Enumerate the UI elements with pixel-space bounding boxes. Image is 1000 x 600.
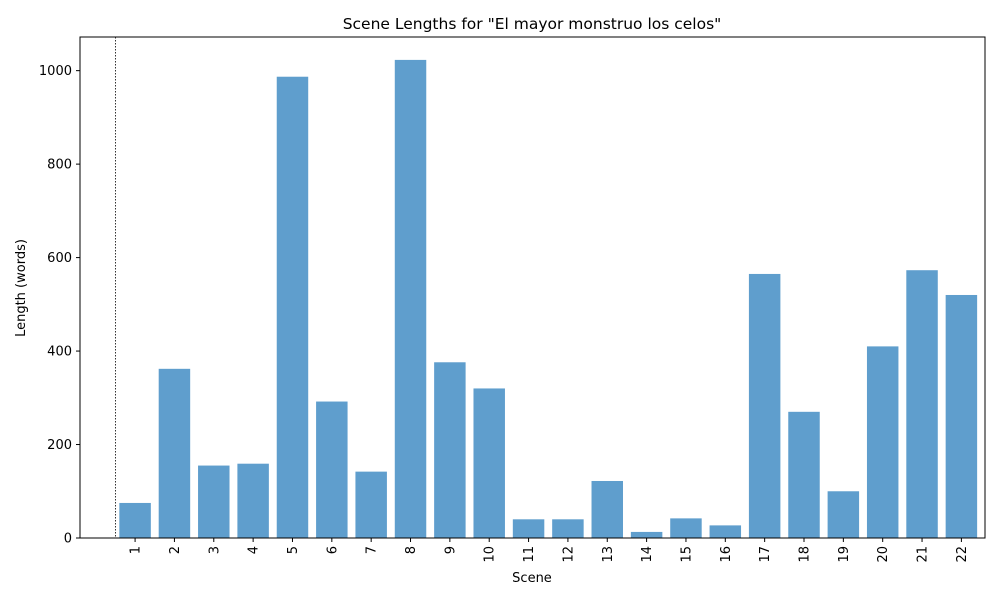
bar-scene-17	[748, 273, 781, 538]
x-tick-label: 19	[837, 546, 852, 563]
x-tick-label: 17	[758, 546, 773, 563]
y-tick-label: 400	[47, 345, 72, 360]
bar-scene-2	[158, 368, 191, 538]
x-tick-label: 10	[483, 546, 498, 563]
x-tick-label: 18	[798, 546, 813, 563]
bar-scene-14	[630, 531, 663, 538]
bar-scene-1	[119, 502, 151, 538]
bar-scene-15	[670, 518, 702, 538]
bar-scene-6	[316, 401, 348, 538]
x-tick-label: 7	[365, 546, 380, 554]
bar-scene-5	[276, 76, 309, 538]
y-tick-label: 0	[64, 532, 72, 547]
x-tick-label: 15	[679, 546, 694, 563]
x-tick-label: 14	[640, 546, 655, 563]
bar-scene-20	[866, 346, 899, 538]
bar-scene-8	[394, 59, 427, 539]
bar-scene-10	[473, 388, 505, 538]
bar-scene-4	[237, 463, 269, 538]
bar-scene-16	[709, 525, 742, 538]
bar-scene-3	[198, 465, 230, 538]
x-tick-label: 6	[325, 546, 340, 554]
plot-frame	[79, 36, 986, 539]
x-tick-label: 1	[129, 546, 144, 554]
chart-title: Scene Lengths for "El mayor monstruo los…	[343, 15, 722, 33]
bar-scene-7	[355, 471, 387, 538]
bar-scene-19	[827, 491, 860, 538]
x-tick-label: 2	[168, 546, 183, 554]
x-tick-label: 20	[876, 546, 891, 563]
x-tick-label: 16	[719, 546, 734, 563]
y-tick-label: 200	[47, 438, 72, 453]
x-tick-label: 5	[286, 546, 301, 554]
bar-scene-13	[591, 480, 623, 538]
x-tick-label: 3	[207, 546, 222, 554]
x-tick-label: 4	[247, 546, 262, 554]
x-tick-label: 13	[601, 546, 616, 563]
bar-scene-18	[788, 411, 820, 538]
y-axis-label: Length (words)	[14, 239, 29, 337]
bar-scene-11	[512, 519, 545, 538]
x-tick-label: 11	[522, 546, 537, 563]
x-tick-label: 22	[955, 546, 970, 563]
x-tick-label: 21	[916, 546, 931, 563]
bar-scene-9	[434, 362, 466, 538]
bar-scene-22	[945, 294, 978, 538]
y-tick-label: 1000	[39, 64, 72, 79]
x-tick-label: 12	[561, 546, 576, 563]
bar-scene-21	[906, 270, 938, 538]
y-tick-label: 800	[47, 158, 72, 173]
y-tick-label: 600	[47, 251, 72, 266]
x-tick-label: 9	[443, 546, 458, 554]
x-axis-label: Scene	[512, 571, 552, 586]
x-tick-label: 8	[404, 546, 419, 554]
bar-scene-12	[552, 519, 584, 538]
